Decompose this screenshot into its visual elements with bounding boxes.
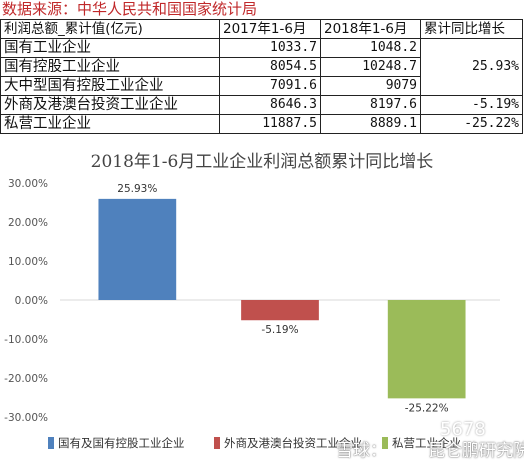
y-tick-label: 0.00% [15,295,48,307]
table-cell-growth: -5.19% [420,95,523,115]
legend-swatch [48,437,54,449]
profit-table: 利润总额_累计值(亿元) 2017年1-6月 2018年1-6月 累计同比增长 … [0,19,523,134]
legend-swatch [214,437,220,449]
table-header-2017: 2017年1-6月 [219,19,321,39]
table-cell-growth: -25.22% [420,114,523,134]
legend-item: 国有及国有控股工业企业 [48,435,185,451]
y-tick-label: -30.00% [4,412,48,424]
watermark-handle: 5678 [440,419,486,440]
table-row-label: 大中型国有控股工业企业 [0,76,220,96]
table-row-label: 国有工业企业 [0,38,220,58]
y-tick-label: -20.00% [4,373,48,385]
legend-item: 私营工业企业 [382,435,461,451]
legend-item: 外商及港澳台投资工业企业 [214,435,362,451]
table-cell-2017: 11887.5 [219,114,321,134]
table-header-growth: 累计同比增长 [420,19,523,39]
table-row: 外商及港澳台投资工业企业 8646.3 8197.6 -5.19% [0,95,523,115]
y-tick-label: 10.00% [8,256,48,268]
bar-value-label: -25.22% [405,402,449,414]
table-header-row: 利润总额_累计值(亿元) 2017年1-6月 2018年1-6月 累计同比增长 [0,19,523,39]
table-cell-2017: 7091.6 [219,76,321,96]
table-cell-2018: 9079 [320,76,421,96]
y-tick-label: -10.00% [4,334,48,346]
table-cell-2017: 8054.5 [219,57,321,77]
legend-label: 外商及港澳台投资工业企业 [224,436,362,450]
bar [98,198,177,300]
bar-value-label: 25.93% [117,183,157,195]
table-row: 大中型国有控股工业企业 7091.6 9079 [0,76,523,96]
bar [241,300,319,321]
table-row-label: 国有控股工业企业 [0,57,220,77]
table-cell-2017: 8646.3 [219,95,321,115]
table-cell-2018: 8889.1 [320,114,421,134]
legend-label: 私营工业企业 [392,436,461,450]
watermark-text: 雪球： [336,441,387,461]
table-cell-2018: 1048.2 [320,38,421,58]
table-cell-growth: 25.93% [420,38,523,96]
table-row-label: 私营工业企业 [0,114,220,134]
legend-swatch [382,437,388,449]
bar [387,300,466,399]
growth-chart: 2018年1-6月工业企业利润总额累计同比增长 30.00% 20.00% 10.0… [0,137,524,461]
table-row-label: 外商及港澳台投资工业企业 [0,95,220,115]
table-cell-2017: 1033.7 [219,38,321,58]
legend-label: 国有及国有控股工业企业 [58,436,185,450]
y-tick-label: 30.00% [8,178,48,190]
table-row: 私营工业企业 11887.5 8889.1 -25.22% [0,114,523,134]
table-header-2018: 2018年1-6月 [320,19,421,39]
chart-plot-area: 30.00% 20.00% 10.00% 0.00% -10.00% -20.00% -30… [4,178,500,424]
chart-title: 2018年1-6月工业企业利润总额累计同比增长 [90,152,434,172]
bar-value-label: -5.19% [261,324,298,336]
table-cell-2018: 10248.7 [320,57,421,77]
table-row: 国有工业企业 1033.7 1048.2 25.93% [0,38,523,96]
table-cell-2018: 8197.6 [320,95,421,115]
table-header-metric: 利润总额_累计值(亿元) [0,19,220,39]
data-source-note: 数据来源：中华人民共和国国家统计局 [2,0,258,18]
y-tick-label: 20.00% [8,217,48,229]
chart-legend: 国有及国有控股工业企业 外商及港澳台投资工业企业 私营工业企业 [0,430,524,454]
